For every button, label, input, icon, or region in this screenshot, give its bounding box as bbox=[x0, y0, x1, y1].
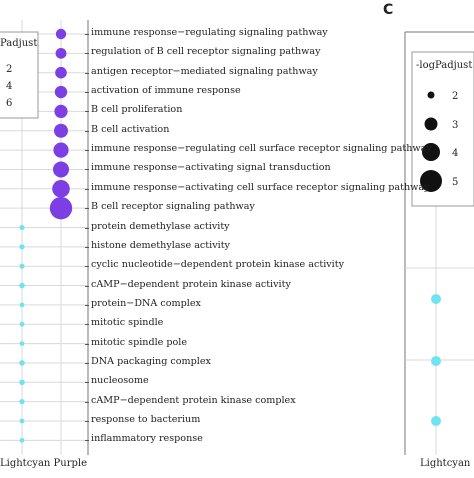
data-point-purple bbox=[49, 196, 73, 220]
data-point-lightcyan bbox=[19, 224, 25, 231]
x-axis-labels-left: Lightcyan Purple bbox=[0, 458, 87, 469]
y-tick-label: response to bacterium bbox=[91, 414, 201, 425]
y-tick-label: cyclic nucleotide−dependent protein kina… bbox=[91, 259, 345, 271]
y-tick bbox=[85, 53, 89, 55]
y-tick bbox=[85, 324, 89, 326]
data-point-lightcyan bbox=[19, 321, 25, 327]
y-tick bbox=[85, 188, 89, 190]
data-point-purple bbox=[55, 47, 67, 59]
y-tick-label: B cell proliferation bbox=[91, 104, 183, 116]
y-tick bbox=[85, 34, 89, 35]
y-tick bbox=[85, 401, 89, 403]
y-tick bbox=[85, 208, 89, 210]
y-tick-label: antigen receptor−mediated signaling path… bbox=[91, 65, 318, 77]
y-tick bbox=[85, 92, 89, 94]
legend-value-right: 2 bbox=[452, 91, 458, 102]
y-tick-label: activation of immune response bbox=[91, 85, 241, 97]
data-point-purple bbox=[54, 85, 68, 99]
legend-value-left: 2 bbox=[6, 64, 12, 75]
y-tick bbox=[85, 111, 89, 113]
data-point-purple bbox=[54, 123, 68, 138]
y-tick-label: mitotic spindle bbox=[91, 317, 164, 329]
y-tick bbox=[85, 440, 89, 442]
data-point-lightcyan bbox=[19, 244, 25, 250]
y-tick bbox=[85, 343, 89, 345]
data-point-right-lightcyan bbox=[431, 416, 441, 426]
y-tick-label: cAMP−dependent protein kinase activity bbox=[91, 278, 291, 290]
data-point-lightcyan bbox=[19, 282, 25, 289]
y-tick bbox=[85, 382, 89, 384]
data-point-right-lightcyan bbox=[431, 356, 441, 366]
y-tick bbox=[85, 304, 89, 306]
y-tick bbox=[85, 130, 89, 132]
data-point-right-lightcyan bbox=[431, 294, 441, 304]
x-axis-label-right: Lightcyan bbox=[420, 458, 471, 469]
y-tick bbox=[85, 227, 89, 229]
y-tick-label: DNA packaging complex bbox=[91, 355, 211, 367]
y-tick bbox=[85, 285, 89, 287]
legend-size-dot bbox=[427, 91, 435, 99]
data-point-lightcyan bbox=[19, 302, 25, 308]
legend-value-right: 4 bbox=[452, 148, 458, 159]
y-tick-label: immune response−regulating cell surface … bbox=[91, 143, 432, 155]
y-tick-label: regulation of B cell receptor signaling … bbox=[91, 46, 321, 58]
y-tick-label: protein demethylase activity bbox=[91, 220, 230, 232]
data-point-purple bbox=[52, 180, 70, 198]
y-tick-label: immune response−activating cell surface … bbox=[91, 181, 430, 193]
y-tick-label: immune response−regulating signaling pat… bbox=[91, 27, 328, 38]
y-tick bbox=[85, 421, 89, 422]
data-point-lightcyan bbox=[19, 263, 25, 269]
data-point-purple bbox=[55, 66, 67, 79]
legend-size-dot bbox=[420, 170, 442, 192]
y-tick-label: nucleosome bbox=[91, 375, 149, 387]
y-tick-label: mitotic spindle pole bbox=[91, 336, 188, 348]
legend-value-left: 4 bbox=[6, 81, 12, 92]
data-point-lightcyan bbox=[19, 418, 25, 424]
legend-value-left: 6 bbox=[6, 98, 12, 109]
data-point-lightcyan bbox=[19, 437, 25, 443]
legend-size-dot bbox=[422, 143, 440, 161]
y-tick bbox=[85, 362, 89, 364]
legend-title-right: -logPadjust bbox=[416, 60, 473, 71]
y-tick bbox=[85, 72, 89, 74]
data-point-purple bbox=[53, 161, 69, 178]
data-point-lightcyan bbox=[19, 341, 25, 346]
legend-value-right: 5 bbox=[452, 177, 458, 188]
data-point-purple bbox=[55, 28, 67, 40]
data-point-lightcyan bbox=[19, 360, 25, 366]
y-tick-label: B cell activation bbox=[91, 123, 170, 135]
panel-letter: C bbox=[383, 2, 394, 18]
legend-box-left bbox=[0, 31, 39, 119]
y-tick-label: cAMP−dependent protein kinase complex bbox=[91, 394, 296, 406]
y-tick bbox=[85, 169, 89, 171]
legend-title-left: Padjust bbox=[0, 38, 38, 49]
y-tick bbox=[85, 266, 89, 268]
y-tick bbox=[85, 150, 89, 152]
legend-value-right: 3 bbox=[452, 120, 458, 131]
legend-size-dot bbox=[424, 117, 438, 131]
data-point-purple bbox=[54, 104, 68, 118]
y-tick-label: immune response−activating signal transd… bbox=[91, 162, 331, 174]
y-tick-label: protein−DNA complex bbox=[91, 297, 201, 309]
y-tick bbox=[85, 246, 89, 248]
y-tick-label: inflammatory response bbox=[91, 433, 203, 445]
y-tick-label: B cell receptor signaling pathway bbox=[91, 201, 255, 213]
data-point-lightcyan bbox=[19, 399, 25, 405]
data-point-lightcyan bbox=[19, 379, 25, 386]
data-point-purple bbox=[53, 142, 69, 158]
y-tick-label: histone demethylase activity bbox=[91, 239, 230, 251]
